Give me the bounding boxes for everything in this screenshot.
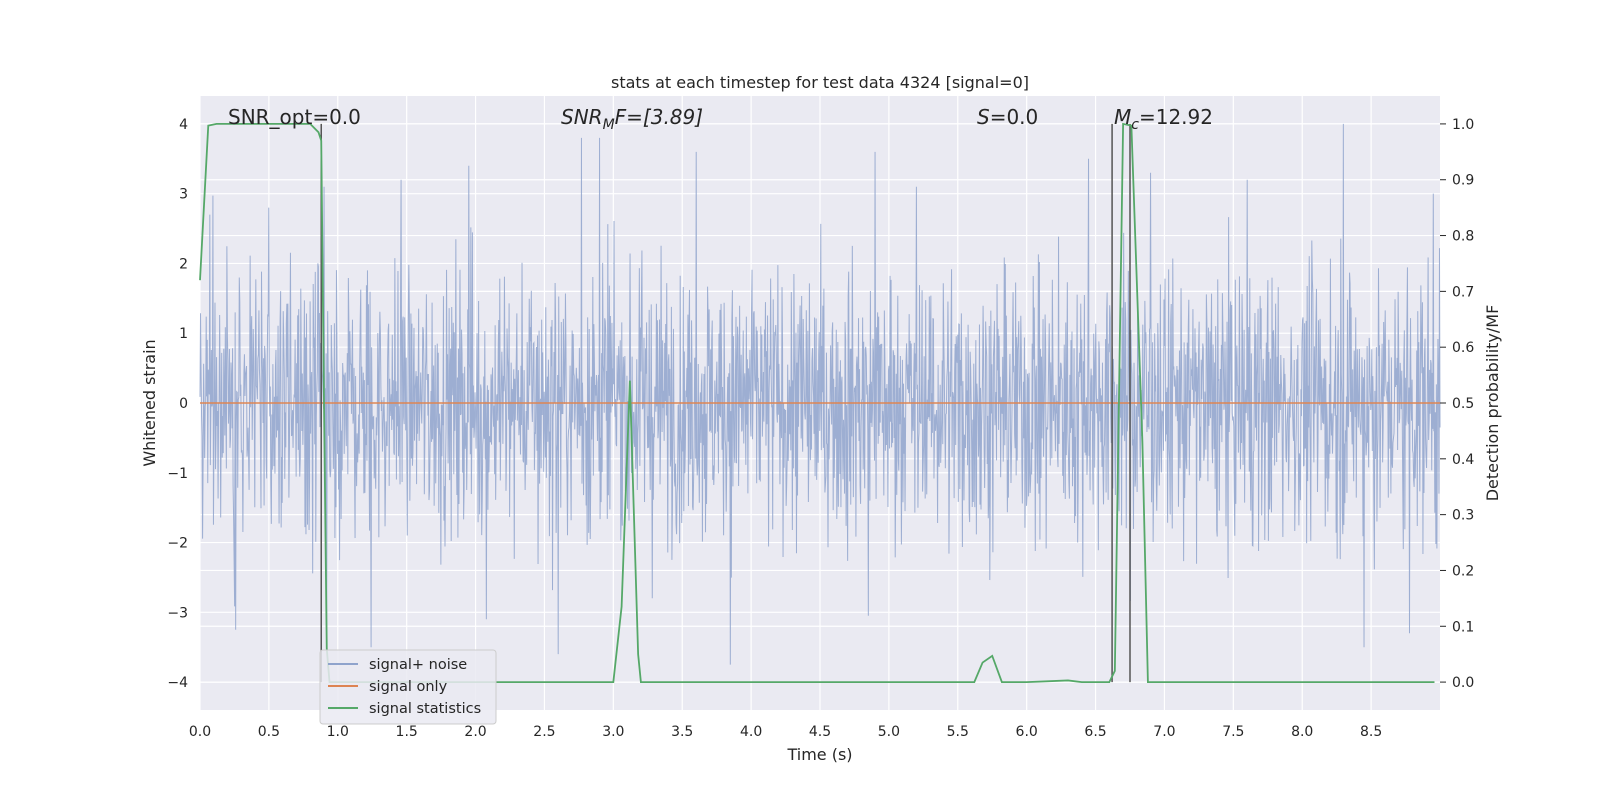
y-tick-label: 0: [179, 396, 188, 412]
signal-statistics-series: [199, 122, 1435, 683]
y-tick-labels: 4 3 2 1 0 −1 −2 −3 −4: [167, 117, 188, 691]
y-tick-label: −2: [167, 536, 188, 552]
x-tick-label: 6.0: [1016, 724, 1038, 740]
y2-tick-label: 0.3: [1452, 508, 1474, 524]
x-tick-label: 5.0: [878, 724, 900, 740]
snr-mf-tail: F=[3.89]: [615, 105, 703, 129]
y-axis-label: Whitened strain: [140, 339, 159, 466]
y-tick-label: 1: [179, 326, 188, 342]
y2-tick-label: 0.5: [1452, 396, 1474, 412]
y2-tick-label: 0.4: [1452, 452, 1474, 468]
snr-mf-main: SNR: [561, 105, 603, 129]
x-tick-label: 3.5: [671, 724, 693, 740]
x-tick-label: 6.5: [1084, 724, 1106, 740]
signal-noise-line: [199, 123, 1441, 665]
x-tick-label: 2.0: [464, 724, 486, 740]
x-tick-labels: 0.0 0.5 1.0 1.5 2.0 2.5 3.0 3.5 4.0 4.5 5.0 5.5 6.0 6…: [189, 724, 1382, 740]
x-tick-label: 7.5: [1222, 724, 1244, 740]
y2-axis-label: Detection probability/MF: [1483, 305, 1502, 502]
snr-mf-sub: M: [603, 117, 615, 133]
signal-statistics-line: [199, 122, 1435, 683]
y-tick-label: 2: [179, 256, 188, 272]
legend-label-signal-noise: signal+ noise: [369, 657, 467, 673]
snr-opt-annotation: SNR_opt=0.0: [228, 105, 361, 129]
legend-label-signal-statistics: signal statistics: [369, 701, 481, 717]
x-tick-label: 5.5: [947, 724, 969, 740]
x-tick-label: 1.5: [396, 724, 418, 740]
y-tick-label: 4: [179, 117, 188, 133]
y2-tick-label: 0.7: [1452, 284, 1474, 300]
legend-box: [319, 649, 497, 725]
y-tick-label: 3: [179, 187, 188, 203]
y-tick-label: −3: [167, 605, 188, 621]
x-tick-label: 3.0: [602, 724, 624, 740]
s-tail: =0.0: [990, 105, 1039, 129]
y2-tick-label: 0.0: [1452, 675, 1474, 691]
x-tick-label: 8.5: [1360, 724, 1382, 740]
mc-main: M: [1114, 105, 1131, 129]
x-tick-label: 8.0: [1291, 724, 1313, 740]
x-tick-label: 4.0: [740, 724, 762, 740]
y-tick-label: −1: [167, 466, 188, 482]
s-main: S: [977, 105, 990, 129]
legend-label-signal-only: signal only: [369, 679, 448, 695]
x-tick-label: 1.0: [327, 724, 349, 740]
y-tick-label: −4: [167, 675, 188, 691]
x-tick-label: 2.5: [533, 724, 555, 740]
chart-title: stats at each timestep for test data 432…: [611, 73, 1029, 92]
x-axis-label: Time (s): [786, 745, 852, 764]
y2-tick-label: 0.8: [1452, 229, 1474, 245]
y2-tick-label: 0.1: [1452, 619, 1474, 635]
x-tick-label: 0.5: [258, 724, 280, 740]
mc-annotation: Mc=12.92: [1114, 105, 1213, 133]
mc-tail: =12.92: [1139, 105, 1213, 129]
mc-sub: c: [1131, 117, 1139, 133]
y2-tick-label: 0.6: [1452, 340, 1474, 356]
y2-tick-labels: 1.0 0.9 0.8 0.7 0.6 0.5 0.4 0.3 0.2 0.1 0.0: [1440, 117, 1474, 691]
s-annotation: S=0.0: [977, 105, 1038, 129]
legend: signal+ noise signal only signal statist…: [319, 649, 497, 725]
signal-noise-series: [199, 123, 1441, 665]
snr-mf-annotation: SNRMF=[3.89]: [561, 105, 703, 133]
y2-tick-label: 1.0: [1452, 117, 1474, 133]
y2-tick-label: 0.2: [1452, 563, 1474, 579]
x-tick-label: 4.5: [809, 724, 831, 740]
y2-tick-label: 0.9: [1452, 173, 1474, 189]
x-tick-label: 0.0: [189, 724, 211, 740]
x-tick-label: 7.0: [1153, 724, 1175, 740]
